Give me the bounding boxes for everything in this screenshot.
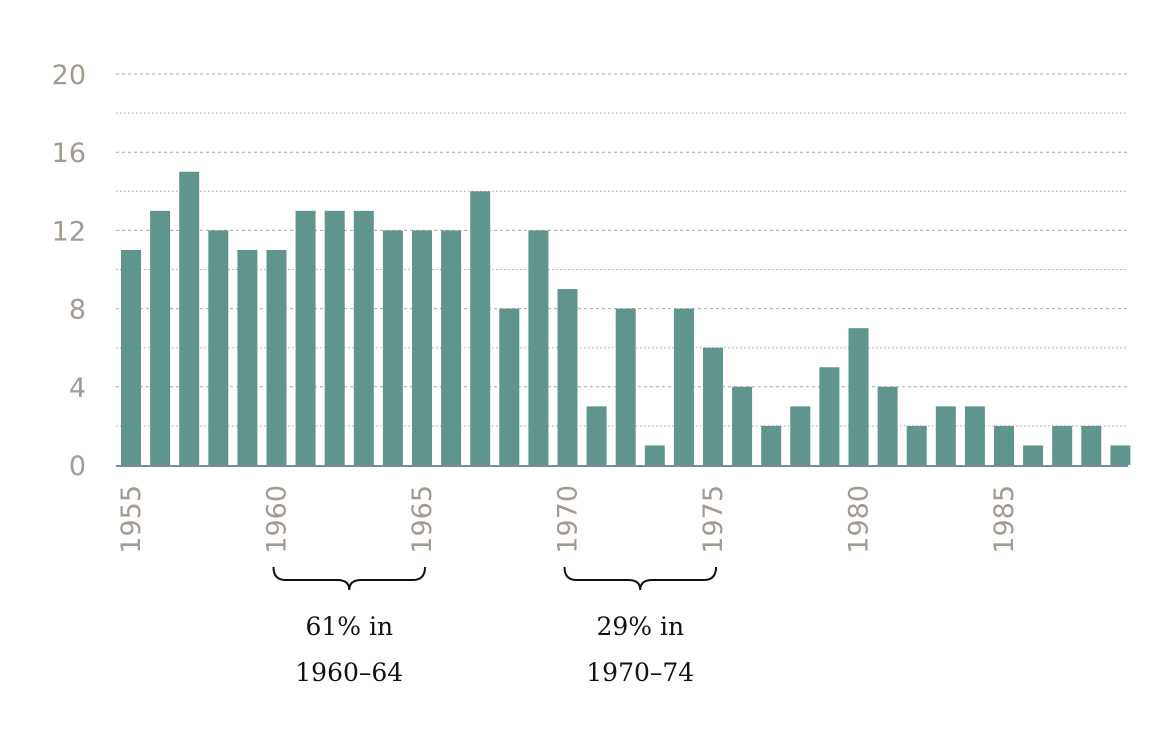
bar	[964, 406, 985, 465]
bar	[877, 386, 898, 465]
annotation-brace	[563, 566, 717, 591]
bar	[906, 425, 927, 465]
bar	[673, 308, 694, 465]
x-tick-label: 1965	[407, 485, 438, 554]
bar	[499, 308, 520, 465]
x-tick-label: 1975	[698, 485, 729, 554]
bar	[1023, 445, 1044, 465]
bar	[295, 210, 316, 465]
bar	[353, 210, 374, 465]
y-tick-label: 20	[52, 60, 86, 91]
annotation-brace	[272, 566, 426, 591]
x-tick-label: 1970	[553, 485, 584, 554]
bar	[1081, 425, 1102, 465]
bar	[644, 445, 665, 465]
y-tick-label: 8	[69, 295, 86, 326]
y-tick-label: 4	[69, 373, 86, 404]
bar	[121, 249, 141, 465]
annotation-label: 29% in	[596, 612, 684, 641]
bar	[179, 171, 200, 465]
x-tick-label: 1960	[262, 485, 293, 554]
bar	[208, 230, 229, 465]
annotation-label: 1960–64	[295, 658, 403, 687]
bar	[237, 249, 258, 465]
bar	[790, 406, 811, 465]
bar	[324, 210, 345, 465]
y-tick-label: 12	[52, 216, 86, 247]
x-tick-label: 1955	[116, 485, 147, 554]
annotation-label: 1970–74	[586, 658, 694, 687]
x-tick-label: 1985	[989, 485, 1020, 554]
bar	[732, 386, 753, 465]
bar	[382, 230, 403, 465]
x-axis-ticks: 1955 1960 1965 1970 1975 1980 1985	[116, 485, 1020, 554]
bar	[412, 230, 432, 465]
bar	[557, 289, 578, 465]
bar	[848, 328, 869, 465]
bars	[121, 171, 1131, 466]
x-tick-label: 1980	[844, 485, 875, 554]
bar	[1052, 425, 1073, 465]
y-axis-ticks: 0 4 8 12 16 20	[52, 60, 86, 482]
bar	[266, 249, 287, 465]
bar	[935, 406, 956, 465]
bar	[528, 230, 549, 465]
bar	[994, 425, 1014, 465]
bar	[761, 425, 782, 465]
bar	[470, 191, 491, 466]
y-tick-label: 16	[52, 138, 86, 169]
bar	[150, 210, 171, 465]
annotation-label: 61% in	[305, 612, 393, 641]
bar	[819, 367, 840, 465]
bar	[1110, 445, 1131, 465]
bar	[615, 308, 636, 465]
bar	[441, 230, 462, 465]
y-tick-label: 0	[69, 451, 86, 482]
annotations: 61% in 1960–64 29% in 1970–74	[272, 566, 717, 687]
bar	[586, 406, 607, 465]
bar	[703, 347, 723, 465]
